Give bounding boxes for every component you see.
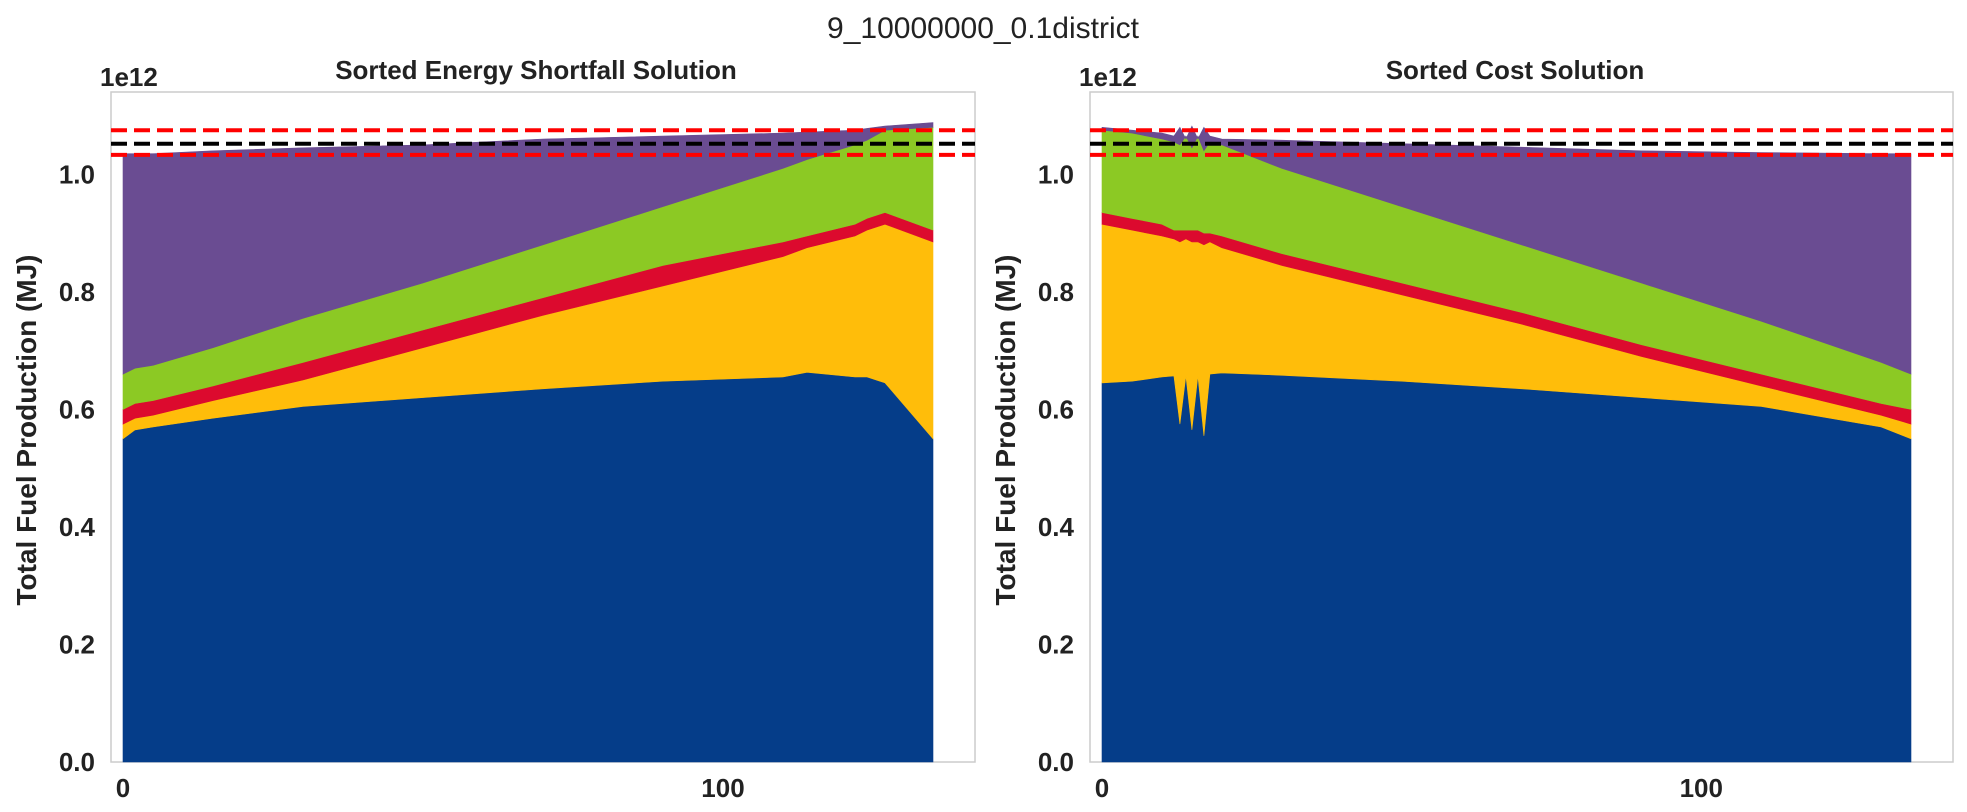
x-tick-label: 0 — [116, 773, 130, 803]
blue-layer — [1101, 372, 1912, 763]
y-tick-label: 0.2 — [59, 629, 95, 659]
x-tick-label: 100 — [701, 773, 744, 803]
x-tick-label: 100 — [1680, 773, 1723, 803]
panel-energy-shortfall: Sorted Energy Shortfall Solution 1e12 To… — [11, 55, 976, 803]
blue-layer — [122, 371, 934, 763]
purple-layer — [122, 122, 934, 375]
figure-suptitle: 9_10000000_0.1district — [827, 12, 1140, 45]
y-tick-label: 0.8 — [59, 277, 95, 307]
y-offset-label: 1e12 — [1079, 62, 1137, 92]
y-tick-label: 0.0 — [1038, 747, 1074, 777]
y-tick-label: 0.6 — [1038, 394, 1074, 424]
y-tick-label: 0.4 — [59, 512, 96, 542]
panel-cost: Sorted Cost Solution 1e12 Total Fuel Pro… — [990, 55, 1954, 803]
y-tick-label: 0.8 — [1038, 277, 1074, 307]
y-axis-label: Total Fuel Production (MJ) — [990, 254, 1021, 605]
y-tick-label: 0.0 — [59, 747, 95, 777]
y-tick-label: 0.6 — [59, 394, 95, 424]
panel-title: Sorted Cost Solution — [1386, 55, 1645, 85]
purple-layer — [1101, 125, 1912, 375]
y-offset-label: 1e12 — [100, 62, 158, 92]
x-tick-label: 0 — [1095, 773, 1109, 803]
y-tick-label: 0.2 — [1038, 629, 1074, 659]
y-tick-label: 0.4 — [1038, 512, 1075, 542]
panel-title: Sorted Energy Shortfall Solution — [335, 55, 737, 85]
y-tick-label: 1.0 — [59, 159, 95, 189]
y-tick-label: 1.0 — [1038, 159, 1074, 189]
y-axis-label: Total Fuel Production (MJ) — [11, 254, 42, 605]
